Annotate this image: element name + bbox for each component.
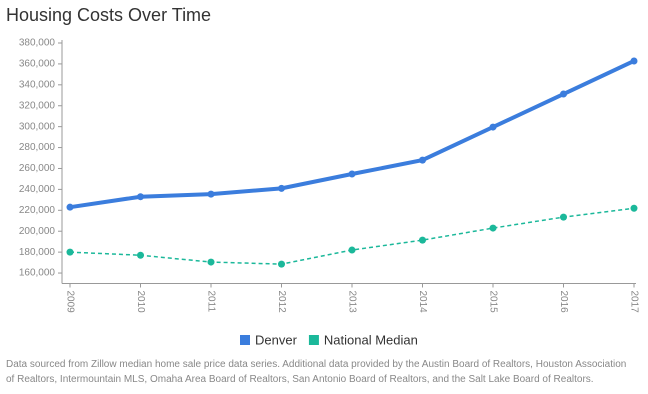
x-tick-label: 2016 xyxy=(558,291,569,314)
data-point xyxy=(207,258,215,266)
chart-title: Housing Costs Over Time xyxy=(6,5,211,25)
legend-swatch xyxy=(308,335,319,345)
series-line xyxy=(69,207,635,265)
data-point xyxy=(278,184,285,192)
x-tick-label: 2017 xyxy=(628,291,639,314)
data-point xyxy=(489,224,497,232)
legend-label: Denver xyxy=(255,332,298,347)
y-tick-label: 240,000 xyxy=(19,184,56,195)
y-tick-label: 180,000 xyxy=(19,247,56,258)
y-tick-label: 380,000 xyxy=(19,38,56,49)
data-point xyxy=(489,123,497,131)
data-point xyxy=(630,57,638,65)
data-point xyxy=(630,204,638,212)
x-tick-label: 2013 xyxy=(346,291,357,314)
data-point xyxy=(278,260,285,268)
y-tick-label: 320,000 xyxy=(19,100,56,111)
data-point xyxy=(348,246,356,254)
data-point xyxy=(560,90,567,98)
data-point xyxy=(137,193,144,201)
y-tick-label: 220,000 xyxy=(19,205,56,216)
data-point xyxy=(137,251,144,259)
y-tick-label: 340,000 xyxy=(19,79,56,90)
data-point xyxy=(66,248,74,256)
data-point xyxy=(207,190,215,198)
legend-swatch xyxy=(240,335,250,345)
x-tick-label: 2009 xyxy=(64,291,75,314)
chart: Housing Costs Over Time 160,000 180,000 20… xyxy=(6,5,639,348)
series-line xyxy=(69,59,635,210)
x-tick-label: 2014 xyxy=(417,291,428,314)
x-tick-label: 2012 xyxy=(276,291,287,314)
x-tick-label: 2011 xyxy=(205,291,216,313)
data-point xyxy=(419,156,426,164)
y-tick-label: 200,000 xyxy=(19,226,56,237)
y-tick-label: 360,000 xyxy=(19,59,56,70)
y-tick-label: 300,000 xyxy=(19,121,56,132)
y-tick-label: 260,000 xyxy=(19,163,56,174)
x-tick-label: 2015 xyxy=(487,291,498,314)
data-point xyxy=(560,213,567,221)
data-point xyxy=(419,236,426,244)
data-point xyxy=(348,170,356,178)
y-tick-label: 160,000 xyxy=(19,268,56,279)
y-tick-label: 280,000 xyxy=(19,142,56,153)
x-tick-label: 2010 xyxy=(135,291,146,314)
legend-label: National Median xyxy=(324,332,418,347)
footnote: Data sourced from Zillow median home sal… xyxy=(6,359,627,385)
data-point xyxy=(66,203,74,211)
